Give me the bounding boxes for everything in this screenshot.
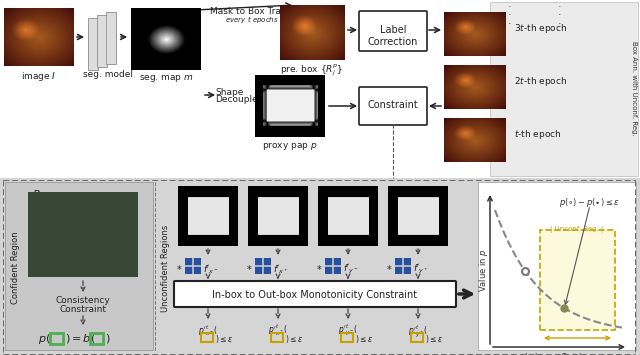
Text: $)\leq\epsilon$: $)\leq\epsilon$: [355, 333, 373, 345]
Text: $)$: $)$: [105, 332, 111, 345]
Text: Decouple: Decouple: [215, 95, 258, 104]
Bar: [411, 333, 423, 342]
Text: ·
·
·: · · ·: [508, 2, 512, 29]
Text: $*$: $*$: [316, 263, 322, 273]
Text: Unconfident Regions: Unconfident Regions: [161, 224, 170, 312]
Text: $*$: $*$: [246, 263, 252, 273]
Text: $f'_{x^+}$: $f'_{x^+}$: [273, 263, 289, 275]
FancyBboxPatch shape: [540, 230, 615, 330]
Text: $p'^t_{y^-}($: $p'^t_{y^-}($: [338, 323, 358, 339]
Bar: [90, 333, 103, 344]
Text: seg. map $\mathit{m}$: seg. map $\mathit{m}$: [139, 73, 193, 84]
Text: seg. model: seg. model: [83, 70, 133, 79]
Text: Constraint: Constraint: [367, 100, 419, 110]
Bar: [106, 12, 116, 64]
Text: $p'^t_{y^+}($: $p'^t_{y^+}($: [408, 323, 428, 339]
Text: $p'^t_{x^-}($: $p'^t_{x^-}($: [198, 323, 218, 338]
Text: $3t$-th epoch: $3t$-th epoch: [514, 22, 567, 35]
Text: $R^r_u$: $R^r_u$: [271, 187, 285, 203]
Text: proxy pap $\mathit{p}$: proxy pap $\mathit{p}$: [262, 140, 318, 152]
Text: $p(\circ)-p(\bullet)\leq\epsilon$: $p(\circ)-p(\bullet)\leq\epsilon$: [559, 196, 621, 209]
FancyBboxPatch shape: [174, 281, 456, 307]
Text: $)\leq\epsilon$: $)\leq\epsilon$: [215, 333, 233, 345]
Text: $R^l_u$: $R^l_u$: [201, 187, 215, 204]
Text: Consistency: Consistency: [56, 296, 110, 305]
Text: Box Ann. with Unconf. Reg.: Box Ann. with Unconf. Reg.: [631, 41, 637, 135]
Text: Value in $p$: Value in $p$: [477, 248, 490, 292]
Text: Constraint: Constraint: [60, 305, 106, 314]
Text: $f'_{y^+}$: $f'_{y^+}$: [413, 263, 429, 276]
Text: $f'_{y^-}$: $f'_{y^-}$: [343, 263, 359, 276]
Text: Mask to Box Trans.: Mask to Box Trans.: [210, 7, 294, 16]
Bar: [478, 182, 636, 350]
Text: $*$: $*$: [175, 263, 182, 273]
Text: $\it{every\ t\ epochs}$: $\it{every\ t\ epochs}$: [225, 14, 279, 25]
Text: pre. box $\{R^p_j\}$: pre. box $\{R^p_j\}$: [280, 62, 344, 77]
Text: Confident Region: Confident Region: [12, 232, 20, 304]
Text: $) = b($: $) = b($: [65, 332, 95, 345]
Text: | Unconf. Reg. |: | Unconf. Reg. |: [550, 226, 604, 233]
Bar: [50, 333, 63, 344]
Text: $R^t_u$: $R^t_u$: [341, 187, 355, 204]
Text: $2t$-th epoch: $2t$-th epoch: [514, 75, 567, 88]
Text: $R^b_u$: $R^b_u$: [411, 187, 425, 204]
FancyBboxPatch shape: [359, 11, 427, 51]
Text: ·
·
·: · · ·: [558, 2, 562, 29]
Text: $*$: $*$: [385, 263, 392, 273]
Bar: [88, 18, 98, 70]
Bar: [271, 333, 283, 342]
Text: $)\leq\epsilon$: $)\leq\epsilon$: [425, 333, 443, 345]
Text: $f'_{x^-}$: $f'_{x^-}$: [203, 263, 219, 275]
Bar: [0, 0, 640, 178]
Text: In-box to Out-box Monotonicity Constraint: In-box to Out-box Monotonicity Constrain…: [212, 290, 417, 300]
Text: image $\mathit{I}$: image $\mathit{I}$: [21, 70, 57, 83]
Text: $)\leq\epsilon$: $)\leq\epsilon$: [285, 333, 303, 345]
Bar: [490, 2, 638, 176]
Text: $p'^t_{x^+}($: $p'^t_{x^+}($: [268, 323, 288, 338]
Text: Label
Correction: Label Correction: [368, 25, 418, 48]
Text: $t$-th epoch: $t$-th epoch: [514, 128, 561, 141]
Text: Shape: Shape: [215, 88, 243, 97]
Bar: [0, 178, 640, 355]
FancyBboxPatch shape: [359, 87, 427, 125]
Bar: [5, 182, 153, 350]
Text: $p($: $p($: [38, 332, 51, 346]
Bar: [201, 333, 213, 342]
Text: $R_c$: $R_c$: [32, 188, 46, 202]
Bar: [97, 15, 107, 67]
Bar: [341, 333, 353, 342]
Text: In-box$\rightarrow$Out-box: In-box$\rightarrow$Out-box: [524, 351, 596, 355]
